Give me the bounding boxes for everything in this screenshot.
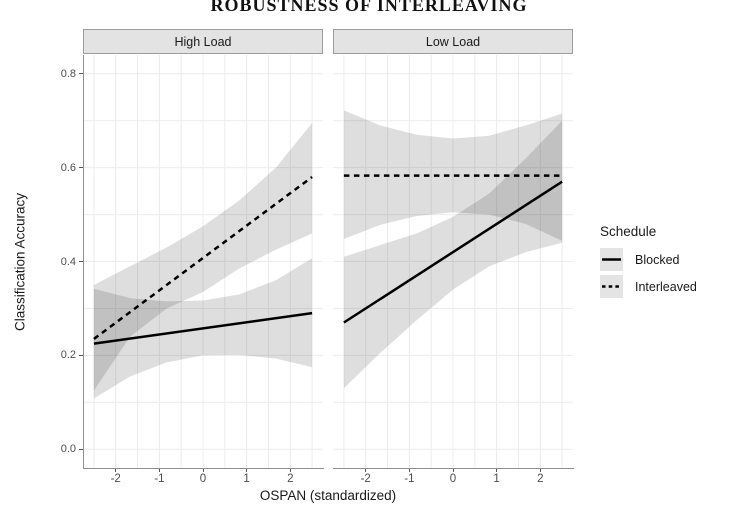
x-tick-mark <box>289 469 291 472</box>
legend-item-blocked: Blocked <box>600 248 697 271</box>
x-tick-label: -2 <box>110 473 121 485</box>
x-tick-label: 0 <box>199 473 207 485</box>
legend-key-solid-line-icon <box>600 248 623 271</box>
y-tick-mark <box>79 354 83 356</box>
y-tick-mark <box>79 167 83 169</box>
x-axis-title: OSPAN (standardized) <box>259 488 397 503</box>
confidence-ribbon-interleaved <box>343 110 563 241</box>
panel-low-load <box>333 55 573 468</box>
x-tick-mark <box>452 469 454 472</box>
y-tick-mark <box>79 261 83 262</box>
legend-key-dashed-line-icon <box>600 275 623 298</box>
regression-line-blocked <box>343 180 563 324</box>
legend-title: Schedule <box>600 224 657 239</box>
x-tick-mark <box>202 469 204 472</box>
y-tick-label: 0.6 <box>60 161 76 174</box>
x-tick-mark <box>115 469 117 472</box>
y-tick-label: 0.0 <box>60 443 76 456</box>
y-axis-title: Classification Accuracy <box>12 192 28 332</box>
x-tick-label: -2 <box>360 473 371 485</box>
x-tick-mark <box>496 469 498 472</box>
x-tick-mark <box>246 469 248 472</box>
x-tick-label: 2 <box>287 473 294 485</box>
regression-line-blocked <box>93 311 313 345</box>
x-tick-label: -1 <box>154 473 165 485</box>
x-tick-mark <box>408 469 410 472</box>
legend-item-interleaved: Interleaved <box>600 275 697 298</box>
x-tick-label: -1 <box>404 473 415 485</box>
x-tick-label: 2 <box>537 473 544 485</box>
x-axis-line-left-panel <box>83 468 324 469</box>
y-tick-label: 0.2 <box>60 349 76 362</box>
y-axis-line <box>83 55 84 469</box>
x-axis-line-right-panel <box>333 468 574 469</box>
legend-label: Blocked <box>635 252 680 267</box>
y-tick-mark <box>79 73 83 75</box>
facet-strip-high-load: High Load <box>83 29 323 54</box>
regression-line-interleaved <box>93 176 313 340</box>
legend-label: Interleaved <box>635 279 697 294</box>
confidence-ribbon-interleaved <box>93 123 313 391</box>
x-tick-label: 1 <box>493 473 500 485</box>
x-tick-mark <box>158 469 160 472</box>
panel-high-load <box>83 55 323 468</box>
legend: Schedule Blocked Interleaved <box>600 224 697 302</box>
x-tick-mark <box>539 469 541 472</box>
y-tick-label: 0.4 <box>60 255 76 268</box>
x-tick-mark <box>365 469 367 472</box>
x-tick-label: 1 <box>243 473 250 485</box>
page-title: ROBUSTNESS OF INTERLEAVING <box>210 0 528 15</box>
y-tick-label: 0.8 <box>60 67 76 80</box>
y-tick-mark <box>79 448 83 450</box>
confidence-ribbon-blocked <box>343 120 563 389</box>
facet-strip-low-load: Low Load <box>333 29 573 54</box>
x-tick-label: 0 <box>449 473 457 485</box>
